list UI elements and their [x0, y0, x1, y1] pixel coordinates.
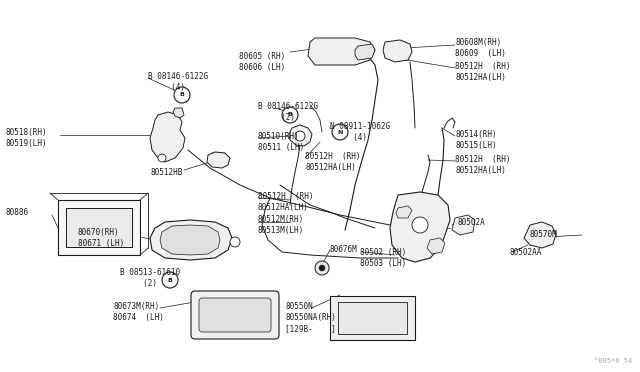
- Circle shape: [412, 217, 428, 233]
- Text: 80886: 80886: [5, 208, 28, 217]
- Text: 80502AA: 80502AA: [510, 248, 542, 257]
- Text: B: B: [287, 112, 292, 118]
- Polygon shape: [390, 192, 450, 262]
- Text: B 08513-61610
     (2): B 08513-61610 (2): [120, 268, 180, 288]
- Text: 80670(RH)
80671 (LH): 80670(RH) 80671 (LH): [78, 228, 124, 248]
- Polygon shape: [150, 220, 232, 260]
- Circle shape: [158, 154, 166, 162]
- FancyBboxPatch shape: [199, 298, 271, 332]
- Text: 80510(RH)
80511 (LH): 80510(RH) 80511 (LH): [258, 132, 304, 152]
- Text: 80550N
80550NA(RH)
[129B-    ]: 80550N 80550NA(RH) [129B- ]: [285, 302, 336, 333]
- Polygon shape: [160, 225, 220, 255]
- Polygon shape: [383, 40, 412, 62]
- Text: 80512H  (RH)
80512HA(LH): 80512H (RH) 80512HA(LH): [455, 62, 511, 82]
- Text: 80512M(RH)
80513M(LH): 80512M(RH) 80513M(LH): [258, 215, 304, 235]
- Polygon shape: [427, 238, 445, 254]
- Text: 80608M(RH)
80609  (LH): 80608M(RH) 80609 (LH): [455, 38, 506, 58]
- Text: ^805*0 54: ^805*0 54: [594, 358, 632, 364]
- Text: B 08146-6122G
     (4): B 08146-6122G (4): [148, 72, 208, 92]
- Polygon shape: [289, 125, 312, 146]
- Polygon shape: [207, 152, 230, 168]
- Circle shape: [332, 124, 348, 140]
- Polygon shape: [524, 222, 556, 248]
- Circle shape: [295, 131, 305, 141]
- Polygon shape: [150, 112, 185, 162]
- Text: 80518(RH)
80519(LH): 80518(RH) 80519(LH): [5, 128, 47, 148]
- FancyBboxPatch shape: [58, 200, 140, 255]
- Polygon shape: [173, 108, 184, 118]
- Text: 80512H  (RH)
80512HA(LH): 80512H (RH) 80512HA(LH): [455, 155, 511, 175]
- Polygon shape: [355, 44, 375, 60]
- Text: 80676M: 80676M: [330, 245, 358, 254]
- Circle shape: [162, 272, 178, 288]
- Text: 80570M: 80570M: [530, 230, 557, 239]
- Text: 80605 (RH)
80606 (LH): 80605 (RH) 80606 (LH): [239, 52, 285, 72]
- Text: B: B: [180, 93, 184, 97]
- Circle shape: [230, 237, 240, 247]
- FancyBboxPatch shape: [330, 296, 415, 340]
- FancyBboxPatch shape: [191, 291, 279, 339]
- Circle shape: [282, 107, 298, 123]
- Polygon shape: [452, 215, 475, 235]
- FancyBboxPatch shape: [66, 208, 132, 247]
- Text: 80673M(RH)
80674  (LH): 80673M(RH) 80674 (LH): [113, 302, 164, 322]
- Text: 80502 (RH)
80503 (LH): 80502 (RH) 80503 (LH): [360, 248, 406, 268]
- Circle shape: [319, 265, 325, 271]
- Circle shape: [315, 261, 329, 275]
- Text: 80512H  (RH)
80512HA(LH): 80512H (RH) 80512HA(LH): [258, 192, 314, 212]
- FancyBboxPatch shape: [338, 302, 407, 334]
- Text: N 08911-1062G
     (4): N 08911-1062G (4): [330, 122, 390, 142]
- Text: B 08146-6122G
     (2): B 08146-6122G (2): [258, 102, 318, 122]
- Circle shape: [174, 87, 190, 103]
- Text: B: B: [168, 278, 172, 282]
- Polygon shape: [308, 38, 375, 65]
- Text: 80502A: 80502A: [458, 218, 486, 227]
- Text: 80512HB: 80512HB: [150, 168, 183, 177]
- Text: 80512H  (RH)
80512HA(LH): 80512H (RH) 80512HA(LH): [305, 152, 360, 172]
- Text: N: N: [337, 129, 342, 135]
- Polygon shape: [396, 206, 412, 218]
- Text: 80514(RH)
80515(LH): 80514(RH) 80515(LH): [455, 130, 497, 150]
